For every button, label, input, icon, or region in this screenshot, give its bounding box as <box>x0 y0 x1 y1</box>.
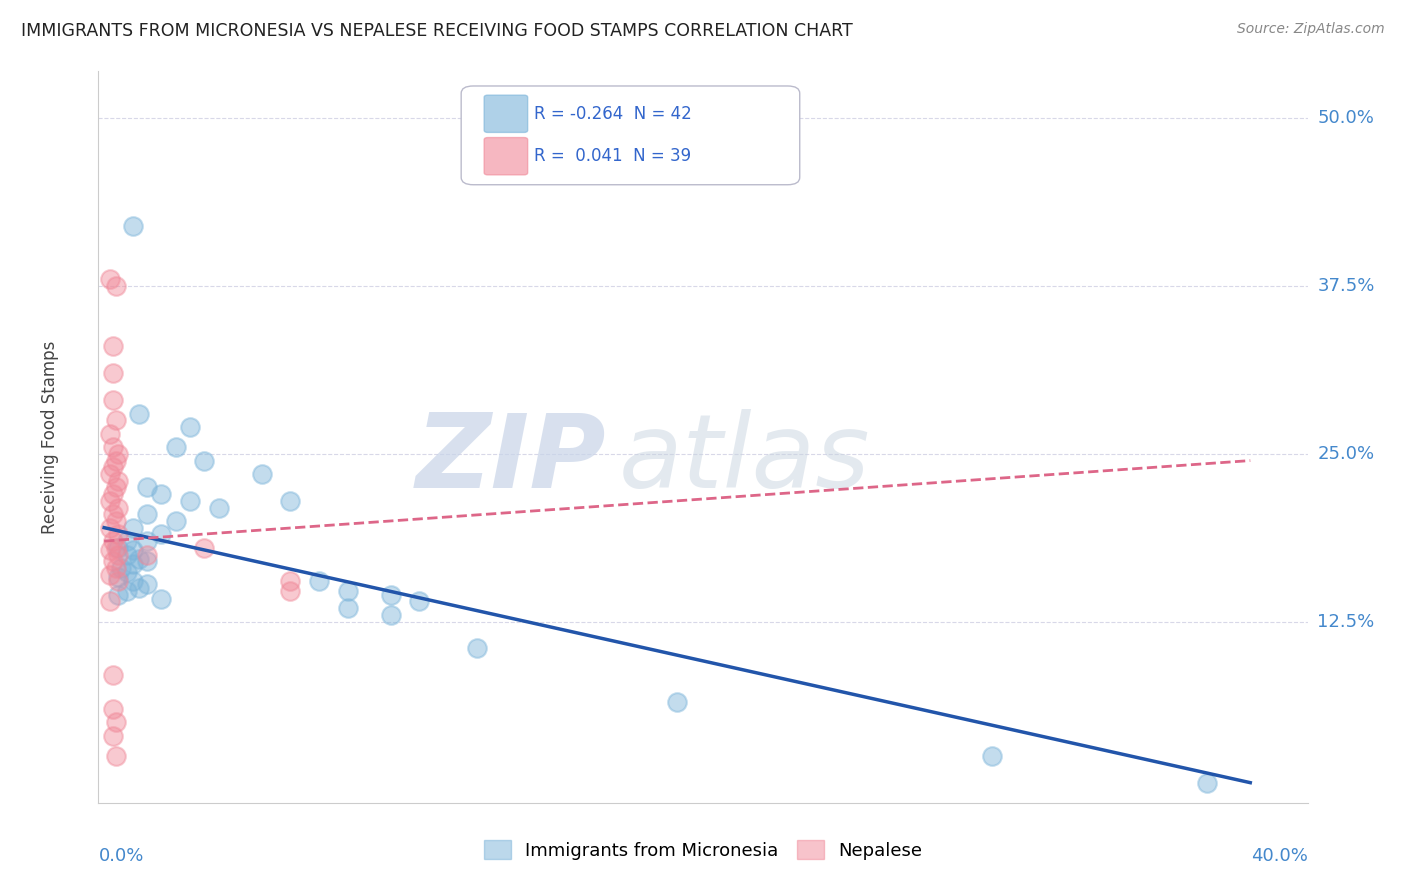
Point <box>104 413 127 427</box>
Text: 40.0%: 40.0% <box>1251 847 1308 864</box>
Point <box>115 583 138 598</box>
Legend: Immigrants from Micronesia, Nepalese: Immigrants from Micronesia, Nepalese <box>477 833 929 867</box>
Point <box>193 453 215 467</box>
Point <box>101 729 124 743</box>
Point <box>115 565 138 579</box>
Point <box>98 567 121 582</box>
Point <box>380 607 402 622</box>
Point <box>101 367 124 381</box>
Point <box>165 514 187 528</box>
Point <box>104 715 127 730</box>
Point <box>280 493 302 508</box>
Point <box>666 695 689 709</box>
Point <box>104 514 127 528</box>
Point <box>104 480 127 494</box>
Point <box>104 541 127 555</box>
Point <box>98 594 121 608</box>
Point <box>101 668 124 682</box>
Text: Receiving Food Stamps: Receiving Food Stamps <box>41 341 59 533</box>
Text: R =  0.041  N = 39: R = 0.041 N = 39 <box>534 147 690 165</box>
Point <box>121 543 143 558</box>
Point <box>98 521 121 535</box>
Point <box>128 551 150 566</box>
Point <box>981 748 1004 763</box>
Point <box>208 500 231 515</box>
Text: atlas: atlas <box>619 409 870 509</box>
Point <box>280 574 302 589</box>
Point <box>104 748 127 763</box>
Point <box>107 574 129 589</box>
Point <box>336 601 359 615</box>
FancyBboxPatch shape <box>461 86 800 185</box>
FancyBboxPatch shape <box>484 95 527 132</box>
Point <box>121 219 143 233</box>
Point <box>121 574 143 589</box>
Point <box>101 534 124 549</box>
Point <box>136 534 159 549</box>
Point <box>101 554 124 568</box>
Point <box>98 426 121 441</box>
Point <box>465 641 488 656</box>
Point <box>107 500 129 515</box>
Point <box>150 591 173 606</box>
Text: 50.0%: 50.0% <box>1317 110 1374 128</box>
Point <box>107 570 129 584</box>
Point <box>136 577 159 591</box>
Point <box>136 480 159 494</box>
Point <box>280 583 302 598</box>
Point <box>115 548 138 562</box>
Point <box>107 588 129 602</box>
Point <box>408 594 430 608</box>
Point <box>128 581 150 595</box>
Point <box>104 453 127 467</box>
Point <box>98 272 121 286</box>
Point <box>179 493 201 508</box>
Text: 12.5%: 12.5% <box>1317 613 1375 631</box>
Point <box>107 474 129 488</box>
Text: 0.0%: 0.0% <box>98 847 143 864</box>
Point <box>104 279 127 293</box>
Point <box>98 543 121 558</box>
Point <box>107 447 129 461</box>
Point <box>165 440 187 454</box>
Point <box>250 467 273 481</box>
FancyBboxPatch shape <box>484 137 527 175</box>
Point <box>101 393 124 408</box>
Point <box>150 487 173 501</box>
Point <box>101 487 124 501</box>
Point <box>110 561 132 575</box>
Text: R = -0.264  N = 42: R = -0.264 N = 42 <box>534 104 692 123</box>
Point <box>107 527 129 541</box>
Point <box>136 548 159 562</box>
Point <box>193 541 215 555</box>
Point <box>150 527 173 541</box>
Point <box>101 339 124 353</box>
Point <box>1197 775 1219 789</box>
Point <box>98 467 121 481</box>
Point <box>336 583 359 598</box>
Point <box>115 534 138 549</box>
Point <box>104 561 127 575</box>
Text: 37.5%: 37.5% <box>1317 277 1375 295</box>
Point <box>101 508 124 522</box>
Point <box>107 541 129 555</box>
Point <box>136 554 159 568</box>
Point <box>98 493 121 508</box>
Text: ZIP: ZIP <box>416 409 606 509</box>
Text: 25.0%: 25.0% <box>1317 445 1375 463</box>
Point <box>101 440 124 454</box>
Point <box>121 521 143 535</box>
Text: IMMIGRANTS FROM MICRONESIA VS NEPALESE RECEIVING FOOD STAMPS CORRELATION CHART: IMMIGRANTS FROM MICRONESIA VS NEPALESE R… <box>21 22 853 40</box>
Point <box>101 702 124 716</box>
Point <box>308 574 330 589</box>
Point <box>107 548 129 562</box>
Point <box>136 508 159 522</box>
Point <box>121 557 143 571</box>
Text: Source: ZipAtlas.com: Source: ZipAtlas.com <box>1237 22 1385 37</box>
Point <box>380 588 402 602</box>
Point <box>128 407 150 421</box>
Point <box>179 420 201 434</box>
Point <box>101 460 124 475</box>
